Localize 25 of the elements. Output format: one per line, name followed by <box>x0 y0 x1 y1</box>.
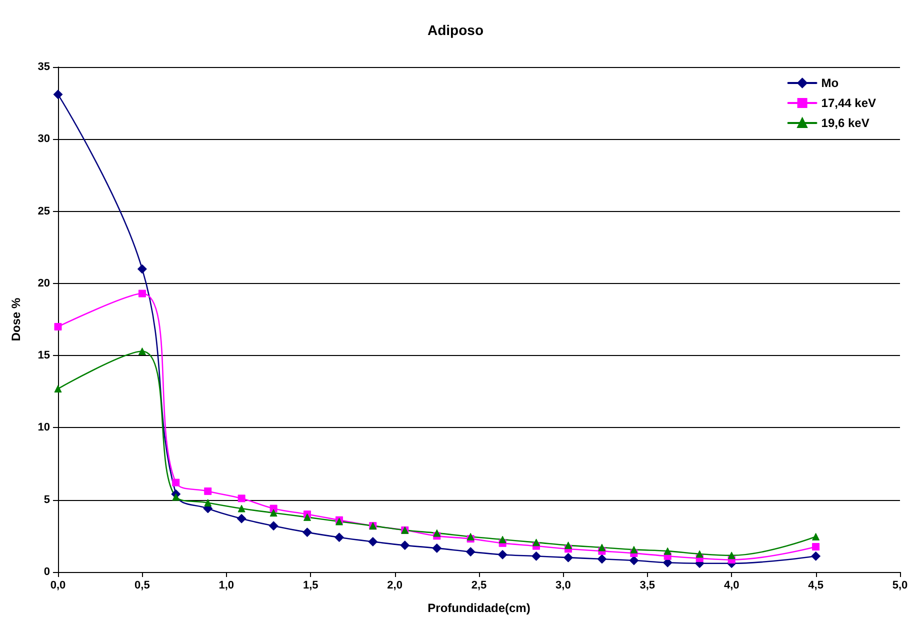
x-tick-label: 0,0 <box>50 580 66 592</box>
x-tick-label: 3,0 <box>556 580 571 592</box>
y-tick-label: 10 <box>38 422 50 434</box>
y-tick-label: 15 <box>38 350 50 362</box>
x-tick-label: 1,0 <box>218 580 234 592</box>
y-tick-label: 30 <box>38 133 50 146</box>
y-tick-label: 20 <box>38 277 50 290</box>
y-tick-label: 25 <box>38 205 50 218</box>
x-tick-label: 2,0 <box>387 580 402 592</box>
x-tick-label: 4,0 <box>724 580 740 592</box>
y-tick-label: 35 <box>38 61 50 73</box>
chart-title: Adiposo <box>428 22 484 38</box>
x-tick-label: 0,5 <box>134 580 150 592</box>
x-tick-label: 1,5 <box>302 580 318 592</box>
x-tick-label: 4,5 <box>808 580 824 592</box>
legend-label: 17,44 keV <box>821 96 876 110</box>
x-axis-title: Profundidade(cm) <box>428 601 530 615</box>
y-tick-label: 0 <box>44 566 50 578</box>
x-tick-label: 5,0 <box>892 580 908 592</box>
legend-label: Mo <box>821 76 839 90</box>
y-axis-title: Dose % <box>9 298 23 342</box>
legend-label: 19,6 keV <box>821 116 870 130</box>
x-tick-label: 3,5 <box>640 580 656 592</box>
x-tick-label: 2,5 <box>471 580 487 592</box>
y-tick-label: 5 <box>44 494 50 506</box>
